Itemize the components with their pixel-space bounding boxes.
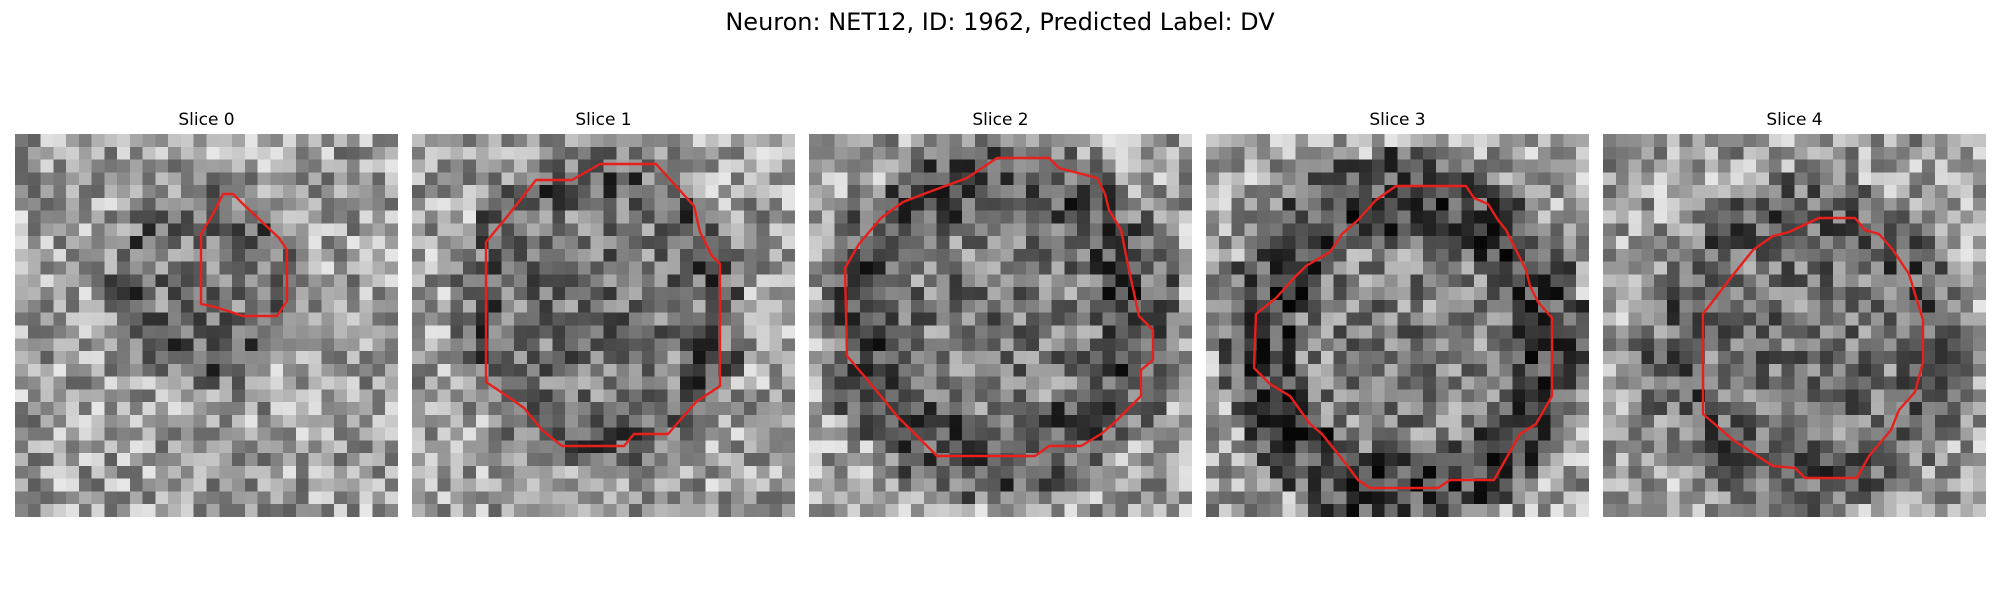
slice-image: [1206, 134, 1589, 517]
panel-slice-2: Slice 2: [809, 110, 1192, 517]
slice-image: [809, 134, 1192, 517]
panel-slice-3: Slice 3: [1206, 110, 1589, 517]
grayscale-noise: [809, 134, 1192, 517]
panel-title: Slice 3: [1369, 110, 1426, 130]
slice-image: [412, 134, 795, 517]
panel-title: Slice 0: [178, 110, 235, 130]
contour-outline: [1252, 184, 1554, 490]
grayscale-noise: [1206, 134, 1589, 517]
slice-image: [15, 134, 398, 517]
panel-slice-4: Slice 4: [1603, 110, 1986, 517]
contour-outline: [1701, 216, 1925, 480]
grayscale-noise: [15, 134, 398, 517]
contour-outline: [843, 156, 1155, 458]
grayscale-noise: [412, 134, 795, 517]
panel-slice-1: Slice 1: [412, 110, 795, 517]
contour-outline: [199, 192, 289, 318]
slice-image: [1603, 134, 1986, 517]
grayscale-noise: [1603, 134, 1986, 517]
panel-title: Slice 1: [575, 110, 632, 130]
figure-title: Neuron: NET12, ID: 1962, Predicted Label…: [725, 8, 1275, 36]
panel-slice-0: Slice 0: [15, 110, 398, 517]
panel-title: Slice 2: [972, 110, 1029, 130]
panel-title: Slice 4: [1766, 110, 1823, 130]
contour-outline: [484, 162, 722, 448]
